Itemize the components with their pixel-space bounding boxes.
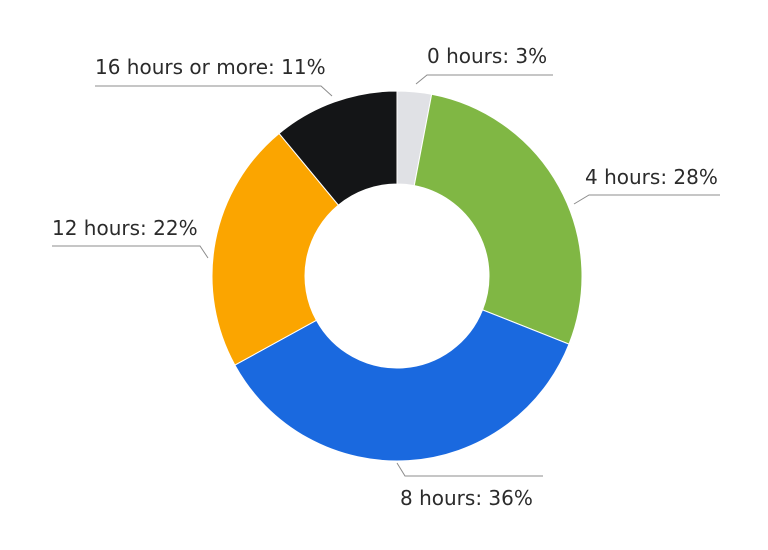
donut-slices	[211, 90, 583, 462]
slice-8-hours	[234, 309, 570, 462]
slice-label-4-hours: 4 hours: 28%	[585, 165, 718, 189]
slice-16-hours-or-more	[278, 90, 398, 206]
slice-4-hours	[413, 93, 583, 345]
leader-line-12-hours	[52, 245, 209, 259]
leader-line-0-hours	[415, 74, 553, 85]
slice-label-0-hours: 0 hours: 3%	[427, 44, 547, 68]
leader-lines	[52, 74, 720, 477]
slice-labels: 0 hours: 3% 4 hours: 28% 8 hours: 36% 12 ho…	[52, 44, 718, 510]
leader-line-16-hours-or-more	[95, 85, 333, 97]
slice-label-16-hours-or-more: 16 hours or more: 11%	[95, 55, 326, 79]
slice-12-hours	[211, 132, 340, 366]
slice-label-8-hours: 8 hours: 36%	[400, 486, 533, 510]
leader-line-8-hours	[396, 462, 543, 477]
leader-line-4-hours	[573, 194, 720, 205]
slice-label-12-hours: 12 hours: 22%	[52, 216, 198, 240]
